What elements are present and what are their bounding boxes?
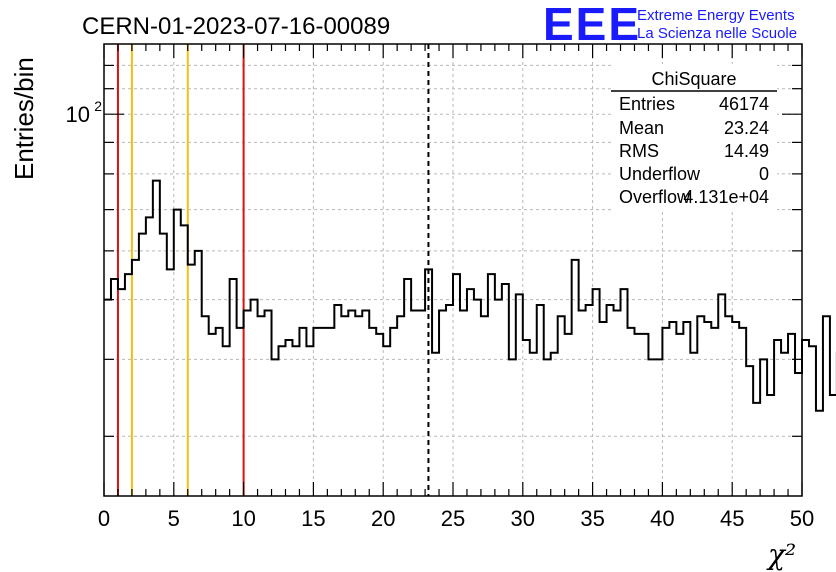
stats-title: ChiSquare bbox=[651, 69, 736, 89]
stats-value-overflow: 4.131e+04 bbox=[683, 187, 769, 207]
x-axis-label: χ² bbox=[766, 538, 796, 571]
x-tick-label: 25 bbox=[441, 506, 465, 531]
stats-label-rms: RMS bbox=[619, 141, 659, 161]
x-tick-label: 5 bbox=[168, 506, 180, 531]
chart-title: CERN-01-2023-07-16-00089 bbox=[82, 13, 390, 40]
histogram-series bbox=[104, 179, 836, 412]
stats-label-entries: Entries bbox=[619, 94, 675, 114]
axes bbox=[103, 43, 803, 497]
stats-value-mean: 23.24 bbox=[724, 118, 769, 138]
stats-label-underflow: Underflow bbox=[619, 164, 701, 184]
grid bbox=[104, 44, 802, 496]
x-tick-label: 0 bbox=[98, 506, 110, 531]
stats-value-rms: 14.49 bbox=[724, 141, 769, 161]
y-tick-label: 10 bbox=[66, 102, 90, 127]
y-axis-label: Entries/bin bbox=[9, 57, 39, 180]
x-tick-label: 15 bbox=[301, 506, 325, 531]
stats-value-entries: 46174 bbox=[719, 94, 769, 114]
stats-label-mean: Mean bbox=[619, 118, 664, 138]
x-tick-label: 50 bbox=[790, 506, 814, 531]
logo-line-2: La Scienza nelle Scuole bbox=[637, 25, 797, 42]
stats-value-underflow: 0 bbox=[759, 164, 769, 184]
stats-label-overflow: Overflow bbox=[619, 187, 691, 207]
reference-lines bbox=[116, 44, 430, 496]
x-tick-label: 45 bbox=[720, 506, 744, 531]
x-tick-label: 10 bbox=[231, 506, 255, 531]
stats-box: ChiSquare Entries 46174 Mean 23.24 RMS 1… bbox=[611, 64, 777, 212]
logo-line-1: Extreme Energy Events bbox=[637, 7, 795, 24]
x-tick-label: 30 bbox=[511, 506, 535, 531]
y-tick-exponent: 2 bbox=[94, 98, 102, 114]
x-tick-label: 40 bbox=[650, 506, 674, 531]
x-tick-label: 35 bbox=[580, 506, 604, 531]
eee-logo: EEE bbox=[543, 0, 641, 50]
x-tick-label: 20 bbox=[371, 506, 395, 531]
